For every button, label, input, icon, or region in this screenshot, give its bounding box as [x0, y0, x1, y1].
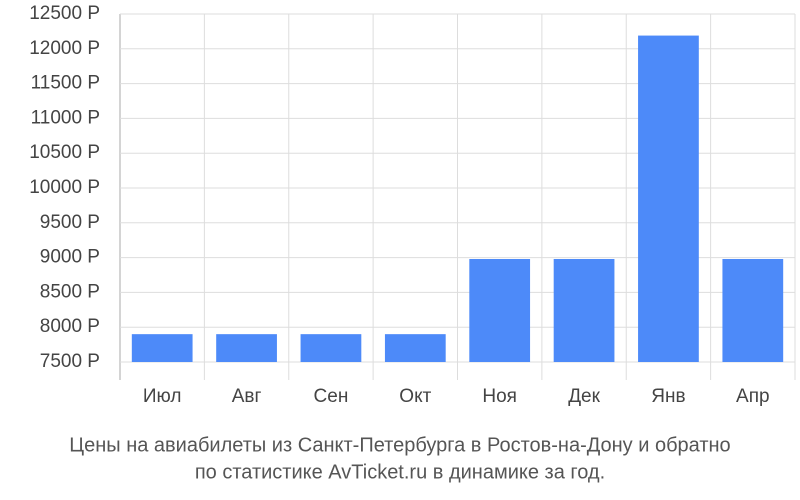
bar	[384, 334, 446, 362]
y-tick-label: 11500 Р	[31, 73, 100, 94]
bar	[131, 334, 193, 362]
chart-title: по статистике AvTicket.ru в динамике за …	[195, 461, 605, 483]
y-tick-label: 7500 Р	[40, 351, 100, 372]
y-tick-label: 8500 Р	[40, 281, 100, 302]
x-tick-label: Окт	[399, 386, 431, 407]
y-tick-label: 10000 Р	[29, 177, 100, 198]
x-tick-label: Янв	[651, 386, 685, 407]
y-tick-label: 10500 Р	[29, 142, 100, 163]
bar	[216, 334, 277, 362]
x-tick-label: Авг	[232, 386, 262, 407]
x-tick-label: Сен	[314, 386, 349, 407]
bar	[722, 258, 784, 362]
x-tick-label: Июл	[143, 386, 182, 407]
bar	[553, 258, 615, 362]
x-tick-label: Дек	[568, 386, 600, 407]
y-tick-label: 8000 Р	[40, 316, 100, 337]
y-tick-label: 12000 Р	[29, 38, 100, 59]
bar	[300, 334, 362, 362]
bar	[638, 35, 699, 363]
y-tick-label: 11000 Р	[31, 107, 100, 128]
bar	[469, 258, 531, 362]
x-tick-label: Апр	[736, 386, 770, 407]
y-tick-label: 9500 Р	[40, 212, 100, 233]
y-tick-label: 9000 Р	[40, 247, 100, 268]
x-tick-label: Ноя	[482, 386, 517, 407]
chart-title: Цены на авиабилеты из Санкт-Петербурга в…	[69, 434, 730, 456]
y-tick-label: 12500 Р	[29, 3, 100, 24]
